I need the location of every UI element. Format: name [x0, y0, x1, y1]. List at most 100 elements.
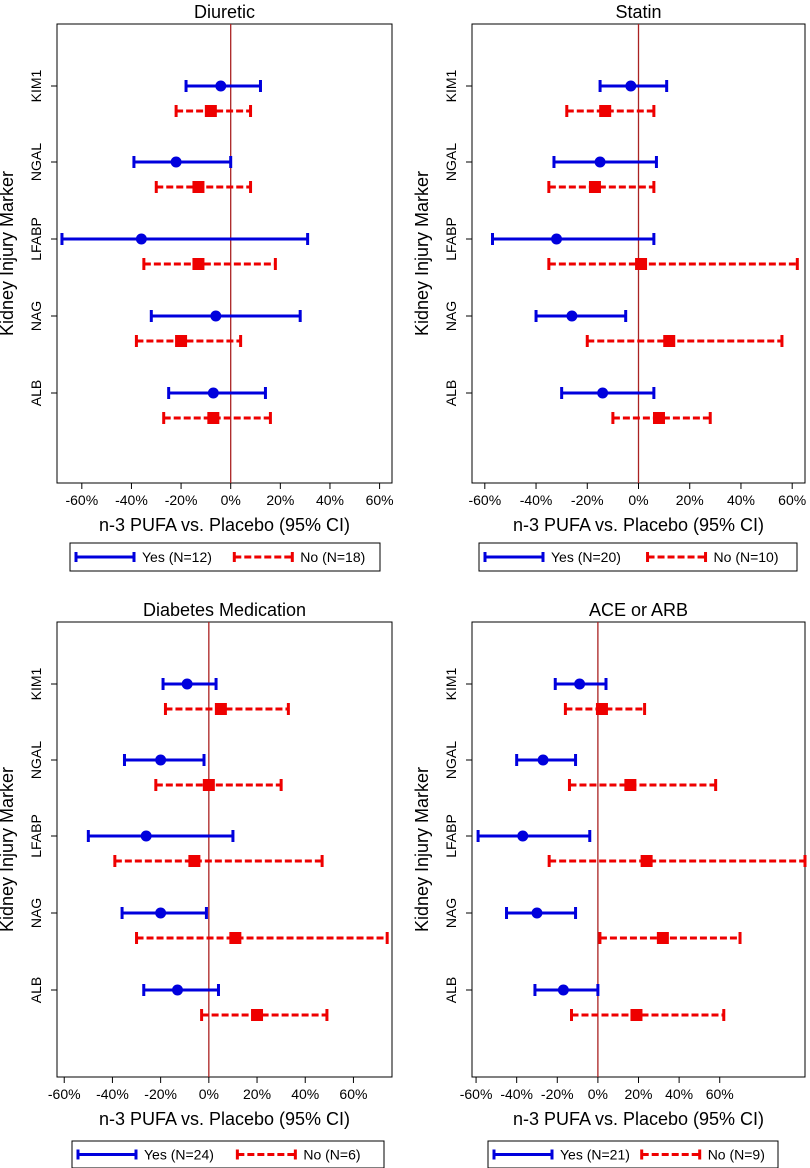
point-estimate-circle: [170, 156, 182, 168]
point-estimate-square: [635, 258, 648, 270]
x-axis-label: n-3 PUFA vs. Placebo (95% CI): [513, 1109, 764, 1129]
point-estimate-circle: [557, 984, 569, 996]
y-category-label: NAG: [28, 898, 44, 928]
y-category-label: ALB: [443, 977, 459, 1003]
legend-label: Yes (N=12): [142, 549, 212, 565]
point-estimate-square: [595, 703, 608, 715]
x-tick-label: -20%: [541, 1086, 574, 1102]
point-estimate-circle: [531, 907, 543, 919]
y-category-label: LFABP: [443, 217, 459, 261]
point-estimate-square: [204, 105, 217, 117]
point-estimate-square: [192, 258, 205, 270]
point-estimate-square: [656, 932, 669, 944]
point-estimate-circle: [155, 907, 167, 919]
point-estimate-circle: [140, 830, 152, 842]
chart-title: Diabetes Medication: [143, 600, 306, 620]
x-tick-label: 60%: [706, 1086, 734, 1102]
point-estimate-square: [599, 105, 612, 117]
point-estimate-square: [663, 335, 676, 347]
y-category-label: LFABP: [28, 217, 44, 261]
x-axis-label: n-3 PUFA vs. Placebo (95% CI): [99, 515, 350, 535]
chart-panel: ACE or ARB -60% -40% -20% 0% 20% 40% 60% n-3 PUF…: [412, 600, 807, 1168]
x-tick-label: -20%: [571, 492, 604, 508]
x-tick-label: -60%: [460, 1086, 493, 1102]
point-estimate-circle: [210, 310, 222, 322]
point-estimate-circle: [517, 830, 529, 842]
y-category-label: NGAL: [443, 143, 459, 181]
chart-panel: Diabetes Medication -60% -40% -20% 0% 20% 40% 6…: [0, 600, 393, 1168]
x-tick-label: 0%: [588, 1086, 608, 1102]
y-category-label: NGAL: [28, 143, 44, 181]
point-estimate-square: [251, 1009, 264, 1021]
x-tick-label: 20%: [243, 1086, 271, 1102]
y-axis-label: Kidney Injury Marker: [412, 767, 432, 932]
point-estimate-square: [175, 335, 188, 347]
point-estimate-circle: [551, 233, 563, 245]
x-tick-label: -60%: [468, 492, 501, 508]
y-axis-label: Kidney Injury Marker: [0, 171, 17, 336]
plot-frame: [56, 23, 393, 484]
chart-title: Diuretic: [194, 2, 255, 22]
x-tick-label: -20%: [165, 492, 198, 508]
x-tick-label: 40%: [665, 1086, 693, 1102]
x-tick-label: -20%: [144, 1086, 177, 1102]
point-estimate-square: [202, 779, 215, 791]
point-estimate-square: [640, 855, 653, 867]
legend-label: No (N=6): [303, 1147, 360, 1163]
chart-title: ACE or ARB: [589, 600, 688, 620]
point-estimate-circle: [566, 310, 578, 322]
x-tick-label: 40%: [291, 1086, 319, 1102]
x-tick-label: -60%: [48, 1086, 81, 1102]
x-tick-label: -40%: [96, 1086, 129, 1102]
plot-frame: [471, 621, 806, 1078]
x-tick-label: 60%: [778, 492, 806, 508]
point-estimate-square: [652, 412, 665, 424]
legend-label: Yes (N=24): [144, 1147, 214, 1163]
x-tick-label: 60%: [366, 492, 394, 508]
y-category-label: NAG: [28, 301, 44, 331]
point-estimate-circle: [181, 678, 193, 690]
x-tick-label: 20%: [266, 492, 294, 508]
y-category-label: NAG: [443, 301, 459, 331]
point-estimate-circle: [597, 387, 609, 399]
y-axis-label: Kidney Injury Marker: [412, 171, 432, 336]
x-tick-label: 0%: [221, 492, 241, 508]
legend-label: No (N=18): [300, 549, 365, 565]
point-estimate-circle: [135, 233, 147, 245]
point-estimate-square: [630, 1009, 643, 1021]
point-estimate-square: [214, 703, 227, 715]
point-estimate-square: [624, 779, 637, 791]
chart-panel: Statin -60% -40% -20% 0% 20% 40% 60% n-3 PUFA vs…: [412, 2, 806, 572]
point-estimate-circle: [625, 80, 637, 92]
y-category-label: ALB: [443, 380, 459, 406]
y-category-label: KIM1: [28, 667, 44, 700]
x-tick-label: -40%: [500, 1086, 533, 1102]
x-axis-label: n-3 PUFA vs. Placebo (95% CI): [513, 515, 764, 535]
y-category-label: KIM1: [443, 69, 459, 102]
x-axis-label: n-3 PUFA vs. Placebo (95% CI): [99, 1109, 350, 1129]
legend-label: No (N=9): [708, 1147, 765, 1163]
y-category-label: LFABP: [443, 814, 459, 858]
point-estimate-square: [192, 181, 205, 193]
y-category-label: NGAL: [28, 741, 44, 779]
plot-frame: [56, 621, 393, 1078]
x-tick-label: -40%: [115, 492, 148, 508]
y-axis-label: Kidney Injury Marker: [0, 767, 17, 932]
point-estimate-circle: [574, 678, 586, 690]
point-estimate-circle: [594, 156, 606, 168]
x-tick-label: 20%: [676, 492, 704, 508]
point-estimate-circle: [207, 387, 219, 399]
point-estimate-circle: [215, 80, 227, 92]
x-tick-label: 0%: [628, 492, 648, 508]
point-estimate-square: [588, 181, 601, 193]
point-estimate-square: [207, 412, 220, 424]
x-tick-label: 40%: [316, 492, 344, 508]
chart-title: Statin: [615, 2, 661, 22]
y-category-label: NAG: [443, 898, 459, 928]
y-category-label: NGAL: [443, 741, 459, 779]
legend-label: No (N=10): [714, 549, 779, 565]
x-tick-label: 20%: [624, 1086, 652, 1102]
point-estimate-circle: [172, 984, 184, 996]
chart-panel: Diuretic -60% -40% -20% 0% 20% 40% 60% n-3 PUFA …: [0, 2, 394, 572]
